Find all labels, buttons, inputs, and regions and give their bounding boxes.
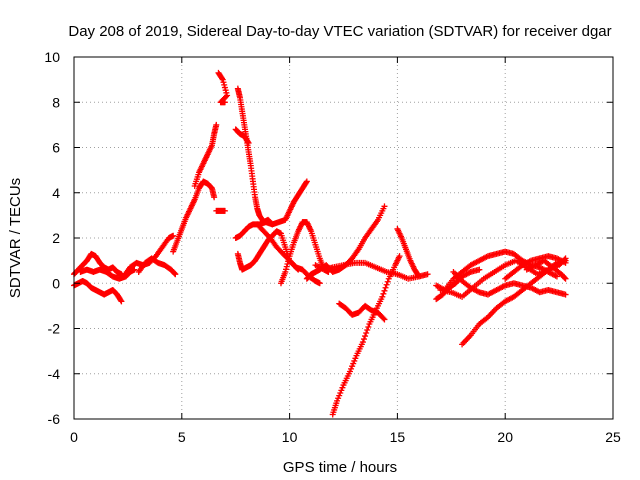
data-point	[118, 298, 125, 305]
data-point	[562, 259, 569, 266]
series-arc-11	[232, 126, 252, 146]
series-arc-19	[336, 300, 388, 323]
data-points	[71, 69, 569, 418]
data-point	[379, 293, 386, 300]
data-point	[219, 75, 226, 82]
data-point	[172, 271, 179, 278]
x-tick-labels: 0 5 10 15 20 25	[70, 429, 621, 445]
data-point	[553, 273, 560, 280]
y-tick-label: 4	[52, 185, 60, 201]
series-arc-10	[234, 85, 276, 228]
data-point	[381, 316, 388, 323]
data-point	[316, 280, 323, 287]
series-arc-9	[215, 69, 231, 106]
data-point	[384, 278, 391, 285]
y-tick-label: -4	[48, 366, 61, 382]
data-point	[131, 266, 138, 273]
series-arc-26	[502, 253, 569, 282]
y-tick-label: 2	[52, 230, 60, 246]
data-point	[382, 284, 389, 291]
data-point	[383, 281, 390, 288]
data-point	[562, 275, 569, 282]
grid-lines	[74, 57, 613, 419]
series-arc-14	[277, 219, 332, 287]
y-tick-label: -2	[48, 321, 61, 337]
series-arc-16	[303, 203, 388, 282]
data-point	[362, 333, 369, 340]
data-point	[396, 253, 403, 260]
y-tick-label: 0	[52, 275, 60, 291]
x-tick-label: 10	[282, 429, 298, 445]
series-arc-17	[312, 259, 431, 282]
series-arc-8	[213, 207, 228, 214]
data-point	[245, 139, 252, 146]
y-axis-label: SDTVAR / TECUs	[7, 178, 24, 298]
data-point	[415, 273, 422, 280]
series-arc-18	[329, 253, 403, 418]
data-point	[303, 179, 310, 186]
data-point	[363, 330, 370, 337]
y-tick-label: 8	[52, 94, 60, 110]
series-arc-12	[232, 178, 310, 241]
y-tick-label: -6	[48, 411, 61, 427]
series-arc-4	[114, 232, 177, 280]
data-point	[211, 194, 218, 201]
series-arc-7	[191, 121, 220, 189]
data-point	[117, 297, 124, 304]
series-arc-20	[394, 225, 422, 280]
data-point	[303, 178, 310, 185]
data-point	[365, 323, 372, 330]
data-point	[561, 274, 568, 281]
data-point	[476, 266, 483, 273]
data-point	[424, 271, 431, 278]
x-tick-label: 20	[497, 429, 513, 445]
x-axis-label: GPS time / hours	[283, 459, 397, 476]
y-tick-labels: -6 -4 -2 0 2 4 6 8 10	[44, 49, 60, 427]
axis-ticks	[73, 56, 614, 420]
data-point	[171, 270, 178, 277]
data-point	[170, 232, 177, 239]
series-arc-15	[254, 221, 323, 287]
data-point	[381, 287, 388, 294]
series-arc-5	[135, 255, 179, 278]
y-tick-label: 10	[44, 49, 60, 65]
series-arc-27	[523, 257, 569, 282]
data-point	[360, 336, 367, 343]
y-tick-label: 6	[52, 140, 60, 156]
data-point	[562, 291, 569, 298]
series-arc-2	[71, 277, 125, 305]
x-tick-label: 15	[390, 429, 406, 445]
data-point	[415, 272, 422, 279]
series-arc-6	[170, 178, 218, 255]
data-point	[381, 203, 388, 210]
data-point	[380, 315, 387, 322]
x-tick-label: 25	[605, 429, 621, 445]
data-point	[221, 207, 228, 214]
chart-title: Day 208 of 2019, Sidereal Day-to-day VTE…	[68, 23, 611, 40]
data-point	[221, 99, 228, 106]
data-point	[244, 138, 251, 145]
x-tick-label: 5	[178, 429, 186, 445]
data-point	[213, 121, 220, 128]
data-point	[364, 327, 371, 334]
x-tick-label: 0	[70, 429, 78, 445]
data-point	[359, 339, 366, 346]
data-point	[380, 290, 387, 297]
